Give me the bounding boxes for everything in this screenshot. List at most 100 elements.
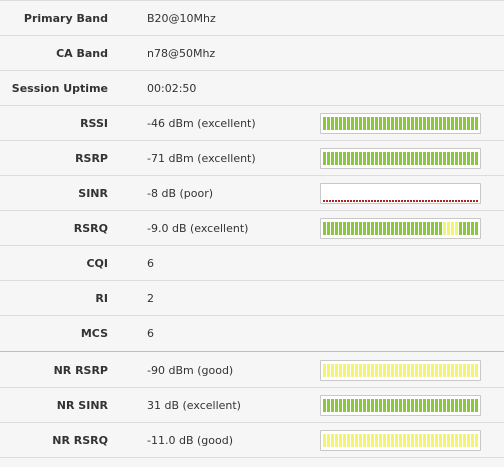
meter-segment bbox=[327, 117, 330, 130]
meter-segment bbox=[411, 222, 414, 235]
meter-segment bbox=[379, 152, 382, 165]
meter-segment bbox=[395, 399, 398, 412]
meter-segment bbox=[383, 399, 386, 412]
nr-rsrp-label: NR RSRP bbox=[53, 364, 108, 377]
meter-segment bbox=[359, 222, 362, 235]
meter-segment bbox=[383, 364, 386, 377]
nr-rsrp-value: -90 dBm (good) bbox=[147, 364, 234, 377]
rsrq-signal-meter bbox=[320, 218, 481, 239]
rsrp-signal-meter bbox=[320, 148, 481, 169]
meter-graphic bbox=[323, 364, 478, 377]
meter-segment bbox=[355, 117, 358, 130]
meter-segment bbox=[383, 117, 386, 130]
meter-segment bbox=[335, 222, 338, 235]
meter-segment bbox=[411, 434, 414, 447]
meter-segment bbox=[435, 117, 438, 130]
meter-segment bbox=[419, 117, 422, 130]
meter-segment bbox=[415, 399, 418, 412]
meter-segment bbox=[359, 399, 362, 412]
meter-segment bbox=[343, 117, 346, 130]
meter-segment bbox=[403, 364, 406, 377]
meter-segment bbox=[439, 117, 442, 130]
meter-segment bbox=[455, 222, 458, 235]
meter-segment bbox=[323, 364, 326, 377]
meter-segment bbox=[331, 399, 334, 412]
meter-segment bbox=[395, 152, 398, 165]
meter-segment bbox=[411, 152, 414, 165]
meter-segment bbox=[383, 152, 386, 165]
meter-segment bbox=[367, 364, 370, 377]
meter-segment bbox=[379, 222, 382, 235]
meter-segment bbox=[343, 222, 346, 235]
meter-segment bbox=[475, 152, 478, 165]
meter-segment bbox=[391, 222, 394, 235]
meter-segment bbox=[447, 364, 450, 377]
row-ri: RI 2 bbox=[0, 281, 504, 316]
meter-segment bbox=[375, 117, 378, 130]
meter-segment bbox=[391, 434, 394, 447]
meter-segment bbox=[351, 117, 354, 130]
row-session-uptime: Session Uptime 00:02:50 bbox=[0, 71, 504, 106]
meter-segment bbox=[463, 399, 466, 412]
meter-segment bbox=[423, 222, 426, 235]
meter-segment bbox=[447, 399, 450, 412]
meter-segment bbox=[367, 434, 370, 447]
meter-segment bbox=[371, 434, 374, 447]
nr-rsrq-signal-meter bbox=[320, 430, 481, 451]
meter-segment bbox=[395, 364, 398, 377]
meter-segment bbox=[431, 222, 434, 235]
meter-segment bbox=[451, 434, 454, 447]
meter-segment bbox=[419, 434, 422, 447]
meter-segment bbox=[395, 434, 398, 447]
meter-segment bbox=[395, 222, 398, 235]
meter-segment bbox=[387, 434, 390, 447]
meter-segment bbox=[359, 117, 362, 130]
meter-segment bbox=[387, 152, 390, 165]
meter-segment bbox=[339, 364, 342, 377]
meter-segment bbox=[359, 434, 362, 447]
meter-segment bbox=[395, 117, 398, 130]
meter-segment bbox=[451, 117, 454, 130]
meter-segment bbox=[331, 434, 334, 447]
row-nr-rsrp: NR RSRP -90 dBm (good) bbox=[0, 353, 504, 388]
row-cqi: CQI 6 bbox=[0, 246, 504, 281]
meter-segment bbox=[407, 152, 410, 165]
meter-segment bbox=[443, 117, 446, 130]
meter-segment bbox=[459, 399, 462, 412]
rsrp-label: RSRP bbox=[75, 152, 108, 165]
meter-segment bbox=[339, 117, 342, 130]
meter-segment bbox=[415, 152, 418, 165]
meter-segment bbox=[447, 222, 450, 235]
meter-segment bbox=[455, 152, 458, 165]
meter-segment bbox=[435, 152, 438, 165]
meter-segment bbox=[435, 399, 438, 412]
meter-segment bbox=[355, 152, 358, 165]
meter-segment bbox=[467, 222, 470, 235]
meter-segment bbox=[351, 222, 354, 235]
meter-segment bbox=[327, 222, 330, 235]
meter-segment bbox=[471, 364, 474, 377]
meter-segment bbox=[455, 399, 458, 412]
meter-segment bbox=[423, 117, 426, 130]
meter-segment bbox=[371, 152, 374, 165]
meter-segment bbox=[331, 364, 334, 377]
meter-segment bbox=[407, 222, 410, 235]
mcs-label: MCS bbox=[80, 327, 108, 340]
session-uptime-value: 00:02:50 bbox=[147, 82, 197, 95]
meter-segment bbox=[407, 434, 410, 447]
meter-segment bbox=[359, 364, 362, 377]
meter-segment bbox=[335, 152, 338, 165]
meter-segment bbox=[387, 117, 390, 130]
meter-segment bbox=[411, 399, 414, 412]
meter-segment bbox=[459, 117, 462, 130]
meter-segment bbox=[467, 152, 470, 165]
meter-segment bbox=[335, 399, 338, 412]
meter-segment bbox=[463, 434, 466, 447]
meter-segment bbox=[323, 222, 326, 235]
meter-segment bbox=[403, 222, 406, 235]
meter-segment bbox=[415, 117, 418, 130]
meter-segment bbox=[399, 364, 402, 377]
meter-segment bbox=[443, 364, 446, 377]
meter-segment bbox=[391, 399, 394, 412]
ri-label: RI bbox=[95, 292, 108, 305]
